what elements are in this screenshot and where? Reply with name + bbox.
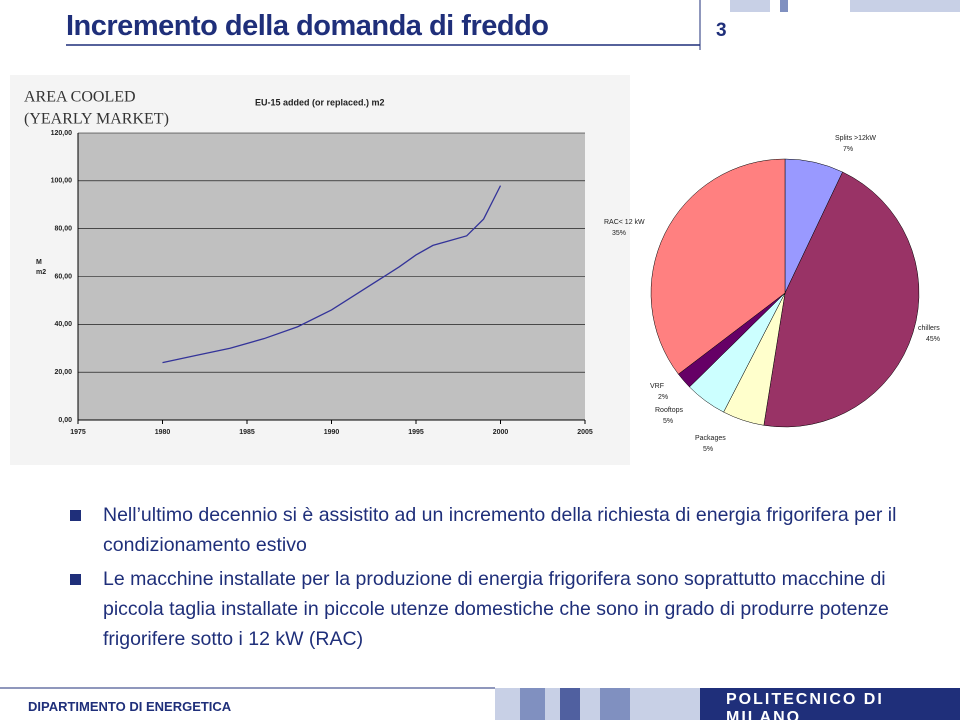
slice-value: 2% — [658, 394, 668, 401]
slice-label: chillers — [918, 325, 940, 332]
deco — [730, 0, 770, 12]
x-tick-label: 1980 — [155, 429, 171, 436]
y-axis-label: m2 — [36, 269, 46, 276]
slice-value: 5% — [663, 418, 673, 425]
chart-overlay: (YEARLY MARKET) — [24, 111, 169, 128]
line-series — [162, 185, 502, 364]
footer-left: DIPARTIMENTO DI ENERGETICA — [28, 699, 232, 714]
bullet: Nell’ultimo decennio si è assistito ad u… — [70, 500, 930, 560]
pie-slice — [763, 171, 920, 428]
y-tick-label: 0,00 — [58, 417, 72, 424]
slice-value: 45% — [926, 336, 940, 343]
y-tick-label: 20,00 — [54, 369, 72, 376]
page-number: 3 — [716, 20, 727, 41]
x-tick-label: 2000 — [493, 429, 509, 436]
bullet: Le macchine installate per la produzione… — [70, 564, 930, 654]
slide-title: Incremento della domanda di freddo — [66, 10, 549, 42]
x-tick-label: 2005 — [577, 429, 593, 436]
x-tick-label: 1975 — [70, 429, 86, 436]
chart-title: EU-15 added (or replaced.) m2 — [255, 97, 385, 107]
footer-block — [560, 688, 580, 720]
slice-value: 5% — [703, 446, 713, 453]
deco — [780, 0, 788, 12]
y-tick-label: 120,00 — [51, 130, 73, 137]
x-tick-label: 1995 — [408, 429, 424, 436]
slice-value: 7% — [843, 146, 853, 153]
x-tick-label: 1990 — [324, 429, 340, 436]
y-tick-label: 80,00 — [54, 226, 72, 233]
y-axis-label: M — [36, 259, 42, 266]
x-tick-label: 1985 — [239, 429, 255, 436]
footer-block — [700, 688, 960, 720]
footer-block — [600, 688, 630, 720]
deco — [850, 0, 960, 12]
pie-slice — [650, 158, 786, 375]
y-tick-label: 60,00 — [54, 273, 72, 280]
slice-value: 35% — [612, 230, 626, 237]
slice-label: Packages — [695, 435, 726, 442]
slice-label: Rooftops — [655, 407, 684, 414]
footer-block — [520, 688, 545, 720]
footer-right: POLITECNICO DI MILANO — [726, 691, 884, 720]
slice-label: VRF — [650, 383, 664, 390]
slice-label: RAC< 12 kW — [604, 219, 645, 226]
y-tick-label: 40,00 — [54, 321, 72, 328]
chart-overlay: AREA COOLED — [24, 89, 136, 106]
y-tick-label: 100,00 — [51, 178, 73, 185]
slice-label: Splits >12kW — [835, 135, 876, 142]
bullet-list: Nell’ultimo decennio si è assistito ad u… — [70, 500, 930, 658]
